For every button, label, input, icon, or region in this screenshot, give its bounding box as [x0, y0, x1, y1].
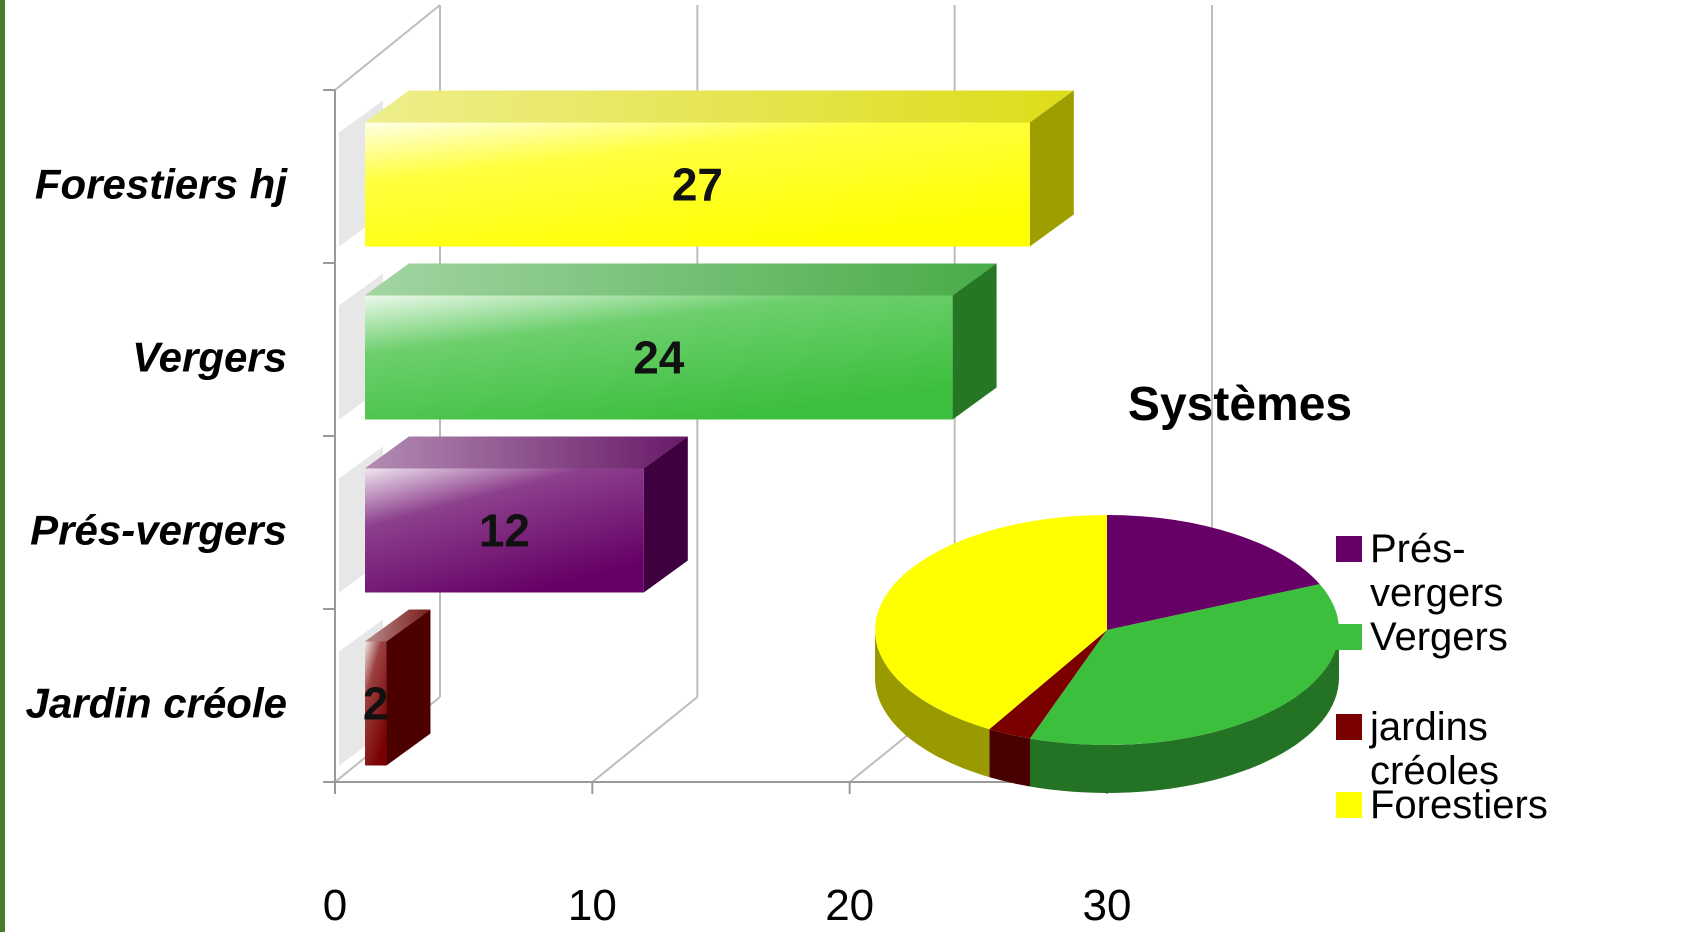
bar-1: 12 [339, 436, 688, 593]
bar-side-face [643, 436, 688, 593]
bar-top-shine [365, 263, 997, 296]
value-tick-label: 30 [1083, 881, 1132, 930]
pie-side-2 [989, 729, 1030, 787]
pie-slices [875, 515, 1339, 746]
bar-top-shine [365, 609, 431, 642]
pie-side-3 [875, 630, 990, 778]
legend-entry-line: Prés- [1370, 527, 1466, 571]
bar-front-shine [365, 468, 644, 593]
bar-value-label: 2 [363, 678, 389, 730]
bar-0: 2 [339, 609, 431, 766]
bars: 27 24 12 2 [339, 90, 1074, 766]
bar-2: 24 [339, 263, 997, 420]
legend-entry: Forestiers [1370, 783, 1548, 827]
bar-top-shine [365, 90, 1074, 123]
bar-side-face [386, 609, 431, 766]
legend-swatch [1336, 792, 1362, 818]
legend-entry-line: Vergers [1370, 615, 1508, 659]
bar-chart: 0 10 20 30 27 24 12 2 Forestiers hj Vergers Prés-v… [26, 4, 1213, 930]
side-wall-top [334, 4, 441, 91]
bar-value-label: 27 [672, 159, 723, 211]
bar-value-label: 24 [633, 332, 685, 384]
bar-value-label: 12 [479, 505, 530, 557]
legend-entry: Vergers [1370, 615, 1508, 659]
legend-entry-line: vergers [1370, 571, 1503, 615]
legend-swatch [1336, 714, 1362, 740]
pie-title: Systèmes [1128, 378, 1352, 431]
legend-entry: jardins créoles [1369, 705, 1499, 793]
pie-side-1 [1030, 630, 1339, 793]
pie-slice-1 [1030, 584, 1339, 746]
legend-swatch [1336, 624, 1362, 650]
value-tick-label: 20 [825, 881, 874, 930]
category-label: Jardin créole [26, 680, 287, 727]
category-label: Vergers [132, 334, 287, 381]
legend-entry-line: créoles [1370, 749, 1499, 793]
pie-slice-0 [1107, 515, 1320, 630]
bar-side-face [952, 263, 997, 420]
pie-slice-2 [989, 630, 1107, 739]
value-tick-label: 10 [568, 881, 617, 930]
gridline-floor [591, 696, 698, 783]
legend-entry: Prés-vergers [1370, 527, 1503, 615]
bar-side-face [1029, 90, 1074, 247]
legend-entry-line: Forestiers [1370, 783, 1548, 827]
pie-sides [875, 630, 1339, 793]
bar-front-shine [365, 295, 953, 420]
bar-top-shine [365, 436, 688, 469]
legend-entry-line: jardins [1369, 705, 1488, 749]
left-border-accent [0, 0, 5, 932]
bar-3: 27 [339, 90, 1074, 247]
pie-slice-3 [875, 515, 1107, 730]
bar-front-shine [365, 641, 387, 766]
legend-swatch [1336, 536, 1362, 562]
category-label: Forestiers hj [35, 161, 288, 208]
category-label: Prés-vergers [30, 507, 287, 554]
value-tick-label: 0 [323, 881, 347, 930]
bar-front-shine [365, 122, 1030, 247]
